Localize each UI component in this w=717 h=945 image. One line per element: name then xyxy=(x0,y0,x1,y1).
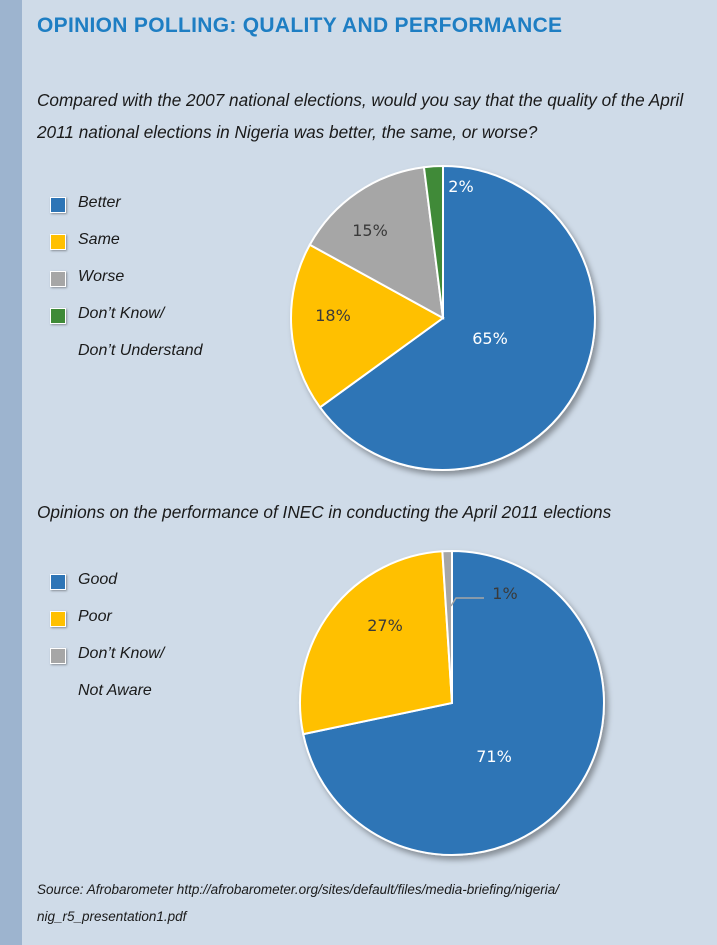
legend-swatch-poor xyxy=(50,611,66,627)
chart-2-pie xyxy=(299,549,605,856)
legend-label-line2: Don’t Understand xyxy=(78,342,203,359)
pie-slice-good xyxy=(302,549,605,856)
pie-data-label: 15% xyxy=(352,221,388,240)
pie-data-label: 1% xyxy=(492,584,517,603)
pie-slice-better xyxy=(318,164,596,471)
pie-slice-poor xyxy=(299,550,454,736)
legend-label: Good xyxy=(78,571,118,588)
legend-swatch-dont-know xyxy=(50,648,66,664)
pie-data-label: 65% xyxy=(472,329,508,348)
chart-2-question: Opinions on the performance of INEC in c… xyxy=(37,502,612,522)
legend-label: Same xyxy=(78,231,120,248)
leader-line xyxy=(450,597,484,607)
pie-data-label: 18% xyxy=(315,306,351,325)
legend-label: Poor xyxy=(78,608,112,625)
pie-slice-don-t-know xyxy=(441,549,453,704)
pie-data-label: 71% xyxy=(476,747,512,766)
chart-1-data-labels: 65% 18% 15% 2% xyxy=(315,177,508,348)
chart-1-question: Compared with the 2007 national election… xyxy=(37,90,684,142)
legend-label: Better xyxy=(78,194,121,211)
chart-1-pie xyxy=(290,164,596,471)
pie-slice-worse xyxy=(308,166,445,320)
left-accent-stripe xyxy=(0,0,22,945)
legend-swatch-better xyxy=(50,197,66,213)
source-citation: Source: Afrobarometer http://afrobaromet… xyxy=(37,882,560,924)
pie-slice-don-t-know xyxy=(422,164,444,319)
legend-swatch-same xyxy=(50,234,66,250)
legend-swatch-dont-know xyxy=(50,308,66,324)
pie-data-label: 27% xyxy=(367,616,403,635)
page-title: OPINION POLLING: QUALITY AND PERFORMANCE xyxy=(37,14,563,37)
legend-swatch-good xyxy=(50,574,66,590)
legend-swatch-worse xyxy=(50,271,66,287)
pie-data-label: 2% xyxy=(448,177,473,196)
legend-label: Don’t Know/ xyxy=(78,645,165,662)
chart-2-data-labels: 71% 27% 1% xyxy=(367,584,517,766)
legend-label: Don’t Know/ xyxy=(78,305,165,322)
legend-label: Worse xyxy=(78,268,125,285)
pie-slice-same xyxy=(290,243,445,409)
legend-label-line2: Not Aware xyxy=(78,682,152,699)
